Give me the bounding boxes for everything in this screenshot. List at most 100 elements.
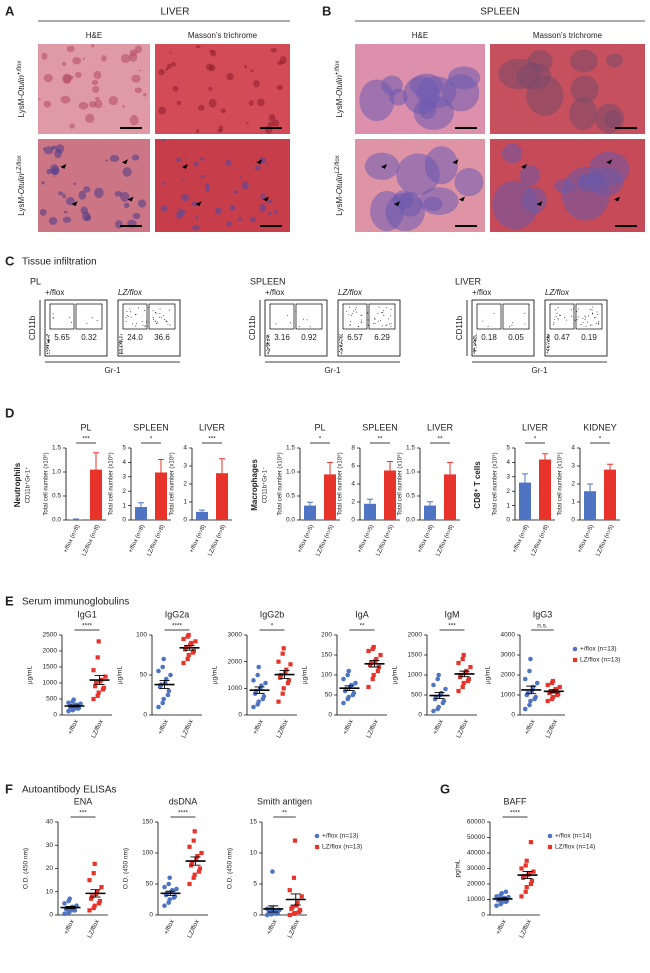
event-dot — [592, 313, 594, 315]
event-dot — [156, 322, 158, 324]
event-dot — [473, 352, 475, 353]
data-point — [286, 678, 291, 683]
row-label: LysM-Otulin+/flox — [17, 61, 27, 118]
event-dot — [48, 347, 50, 349]
data-point — [94, 680, 99, 686]
y-tick-label: 50 — [140, 672, 148, 679]
event-dot — [350, 321, 352, 322]
event-dot — [339, 337, 341, 339]
event-dot — [48, 340, 50, 342]
data-point — [251, 678, 256, 683]
event-dot — [474, 336, 476, 338]
data-point — [199, 850, 204, 856]
event-dot — [587, 315, 589, 317]
sem-bar — [279, 670, 290, 680]
sem-bar — [69, 704, 80, 708]
data-point — [345, 672, 351, 678]
data-point — [353, 680, 358, 686]
tissue-feature — [62, 216, 72, 223]
tissue-feature — [193, 161, 199, 167]
data-point — [160, 700, 165, 706]
event-dot — [383, 314, 385, 316]
event-dot — [557, 318, 559, 320]
event-dot — [46, 335, 48, 337]
y-tick-label: 3 — [506, 474, 510, 481]
data-point — [62, 901, 67, 906]
event-dot — [547, 346, 549, 348]
event-dot — [91, 317, 93, 319]
event-dot — [46, 347, 48, 349]
tissue-feature — [66, 45, 75, 53]
data-point — [346, 694, 352, 700]
event-dot — [356, 311, 358, 313]
sem-bar — [459, 670, 470, 678]
event-dot — [585, 326, 587, 328]
event-dot — [306, 319, 308, 321]
data-point — [91, 905, 96, 911]
event-dot — [145, 325, 147, 327]
event-dot — [47, 347, 48, 348]
event-dot — [130, 316, 132, 318]
data-point — [263, 680, 268, 686]
gate — [549, 303, 575, 330]
y-tick-label: 0 — [122, 517, 126, 524]
bar — [604, 469, 616, 520]
event-dot — [548, 334, 550, 335]
event-dot — [268, 337, 270, 339]
gate — [75, 303, 103, 330]
data-point — [92, 903, 97, 908]
y-tick-label: 2000 — [501, 672, 516, 679]
genotype-label: LZ/flox — [118, 288, 143, 297]
data-point — [181, 660, 186, 666]
data-point — [187, 844, 192, 849]
data-point — [292, 911, 298, 916]
column-label: Masson’s trichrome — [188, 31, 258, 40]
event-dot — [548, 335, 550, 337]
data-point — [71, 697, 76, 702]
data-point — [280, 651, 285, 656]
event-dot — [86, 323, 88, 325]
event-dot — [475, 344, 477, 346]
data-point — [95, 693, 100, 698]
tissue-feature — [226, 73, 234, 81]
event-dot — [267, 352, 269, 354]
data-point — [166, 688, 172, 694]
data-point — [181, 636, 186, 642]
event-dot — [473, 347, 475, 349]
gate-percentage: 0.92 — [301, 333, 317, 342]
event-dot — [598, 320, 600, 322]
significance-label: * — [271, 623, 274, 630]
data-point — [378, 652, 383, 658]
y-tick-label: 4 — [571, 445, 575, 452]
y-tick-label: 50000 — [467, 834, 485, 841]
bar — [216, 473, 228, 520]
y-axis-label: Total cell number (x10⁶) — [337, 452, 344, 515]
y-tick-label: 1000 — [228, 685, 243, 692]
y-tick-label: 1000 — [408, 672, 423, 679]
tissue-feature — [105, 159, 108, 162]
tissue-feature — [177, 207, 181, 210]
event-dot — [53, 317, 55, 319]
data-point — [189, 640, 194, 646]
tissue-feature — [385, 192, 425, 232]
event-dot — [267, 342, 269, 344]
y-tick-label: 200 — [321, 632, 332, 639]
panel-letter: C — [5, 253, 15, 268]
data-point — [66, 700, 71, 706]
y-tick-label: 3000 — [501, 652, 516, 659]
event-dot — [512, 322, 514, 324]
tissue-feature — [62, 73, 72, 84]
y-axis-label: Total cell number (x10⁶) — [43, 452, 50, 515]
event-dot — [120, 352, 122, 354]
event-dot — [378, 306, 380, 308]
tissue-feature — [160, 205, 168, 212]
arrowhead — [381, 163, 387, 169]
event-dot — [367, 312, 369, 314]
event-dot — [584, 318, 586, 320]
tissue-feature — [259, 203, 267, 213]
section-title: Serum immunoglobulins — [22, 597, 129, 608]
legend-marker — [314, 844, 320, 850]
event-dot — [135, 313, 137, 315]
panel-letter: E — [5, 593, 14, 608]
event-dot — [166, 321, 168, 323]
